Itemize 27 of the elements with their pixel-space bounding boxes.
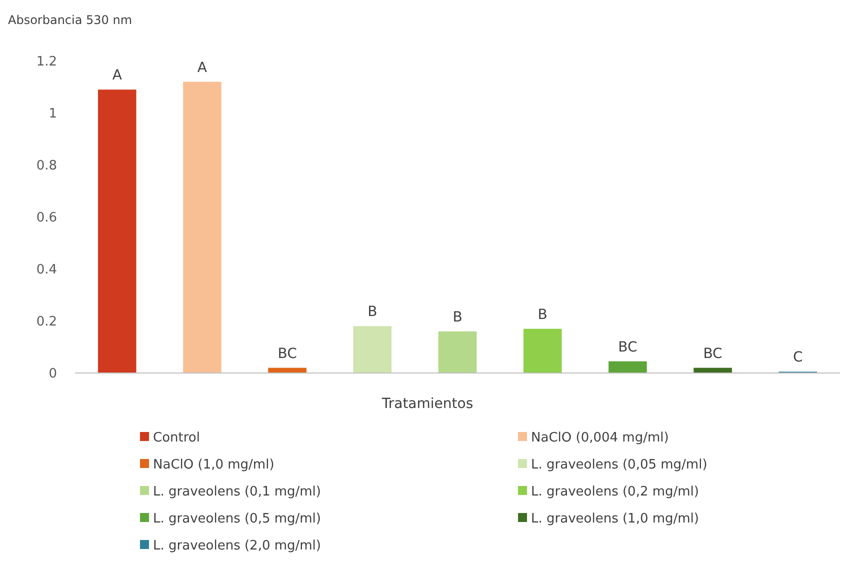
annotation: C (792, 350, 803, 366)
y-tick-label: 0.2 (36, 314, 57, 330)
legend-label: L. graveolens (0,5 mg/ml) (153, 512, 321, 527)
legend-label: L. graveolens (0,1 mg/ml) (153, 484, 321, 500)
annotation: BC (703, 346, 723, 362)
legend-label: NaClO (1,0 mg/ml) (153, 458, 274, 473)
y-tick-label: 0.8 (36, 158, 57, 174)
annotation: BC (618, 339, 638, 356)
annotation: BC (278, 346, 298, 362)
annotation: A (197, 60, 208, 76)
y-tick-label: 1.2 (36, 54, 57, 70)
annotation: A (112, 68, 122, 84)
annotation: B (368, 304, 378, 320)
y-tick-label: 1 (48, 106, 57, 122)
y-tick-label: 0.4 (36, 262, 57, 278)
legend-label: NaClO (0,004 mg/ml) (531, 430, 669, 446)
x-axis-title: Tratamientos (380, 396, 474, 412)
annotation: B (452, 309, 462, 326)
legend-label: L. graveolens (0,2 mg/ml) (531, 484, 699, 500)
legend-label: L. graveolens (1,0 mg/ml) (531, 512, 699, 527)
legend-label: Control (153, 430, 200, 446)
y-axis-title: Absorbancia 530 nm (8, 13, 132, 27)
y-tick-label: 0 (48, 366, 57, 382)
y-tick-label: 0.6 (36, 210, 57, 226)
annotation: B (538, 306, 548, 323)
legend-label: L. graveolens (2,0 mg/ml) (153, 538, 321, 554)
legend-label: L. graveolens (0,05 mg/ml) (531, 458, 708, 473)
